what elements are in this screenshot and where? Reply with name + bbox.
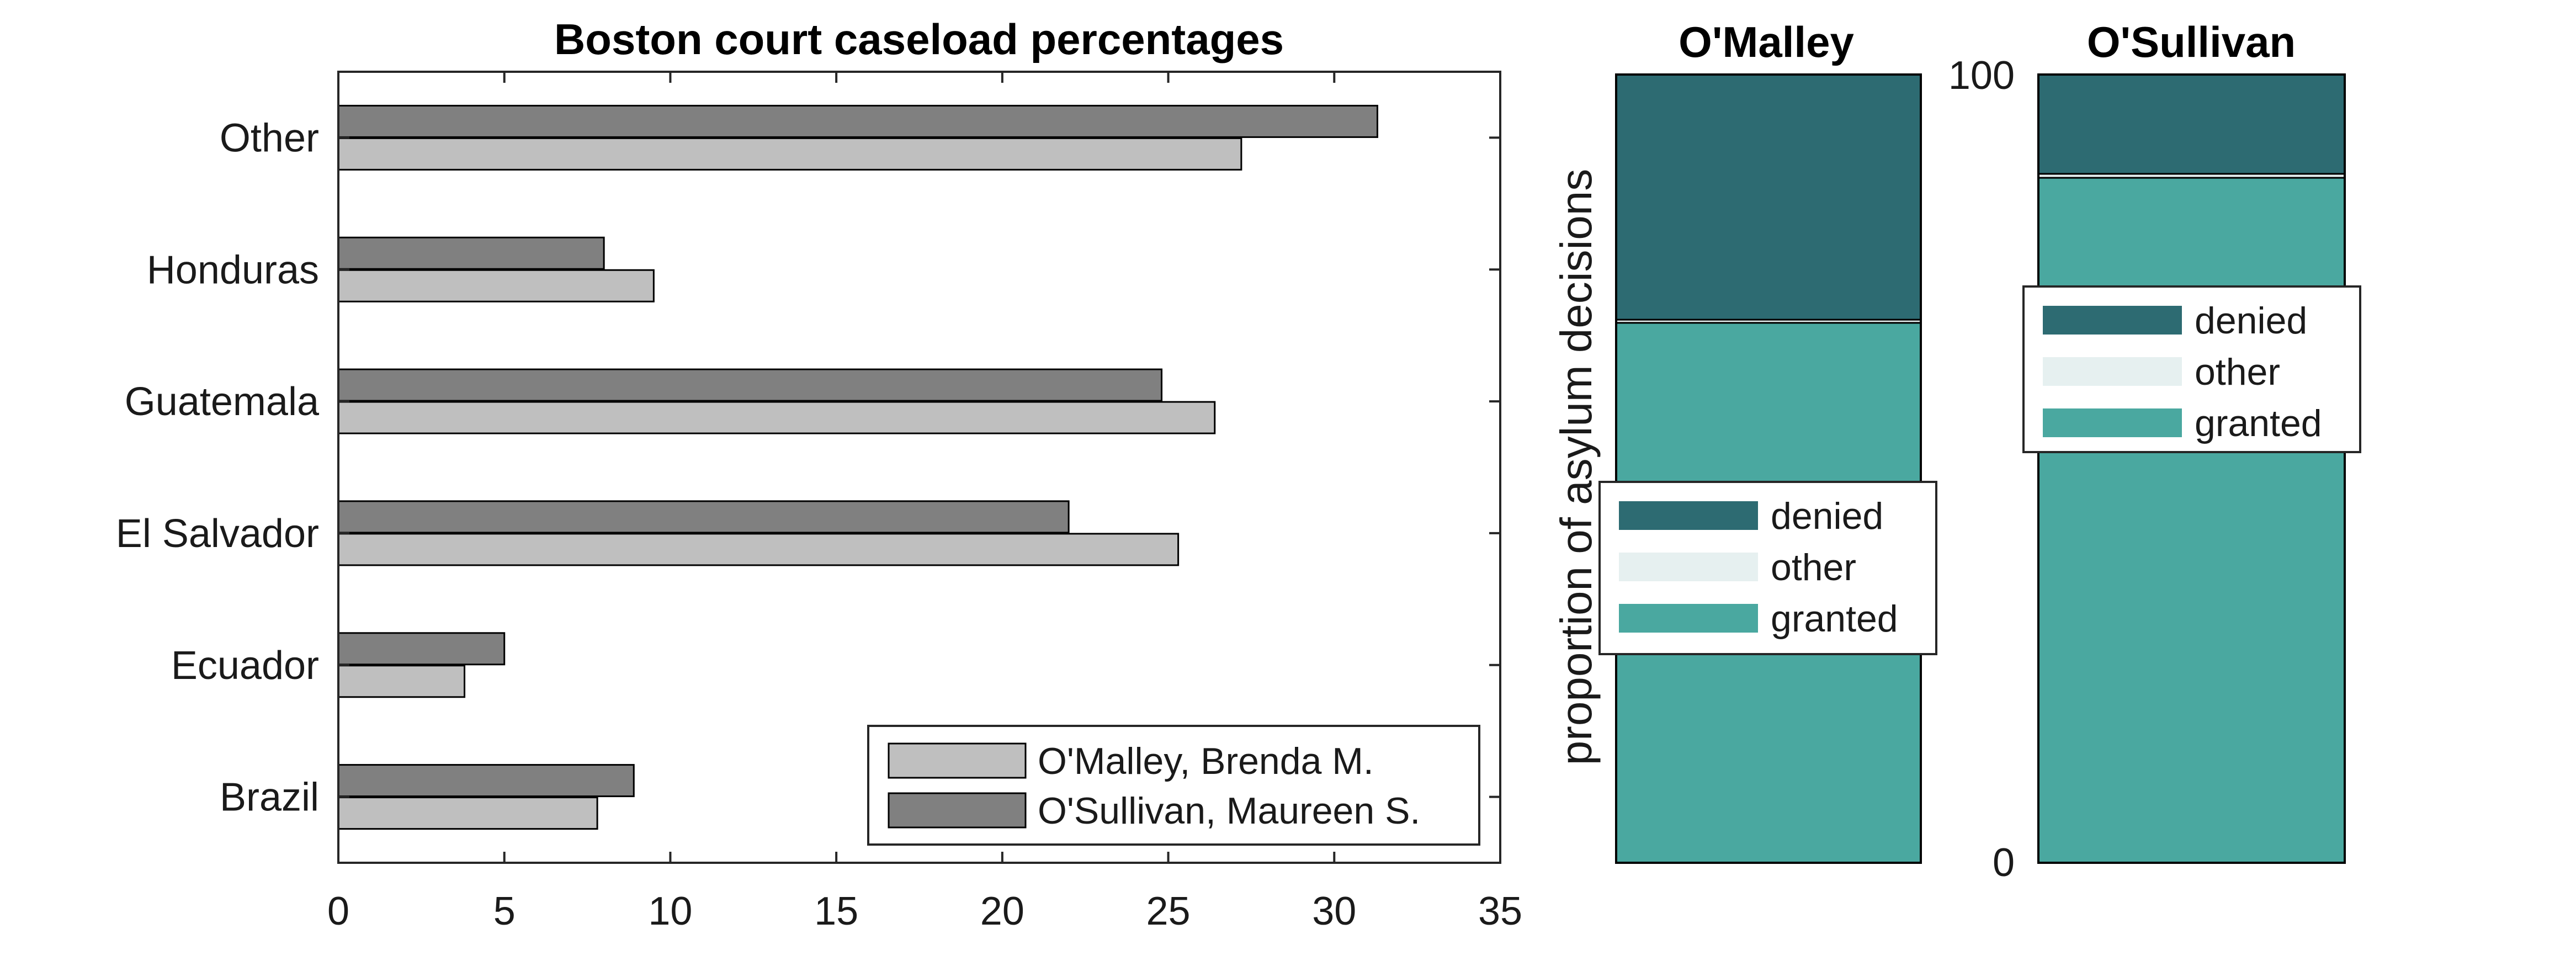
- bar-o-sullivan-maureen-s-honduras: [337, 236, 605, 270]
- omalley-y-axis-label: proportion of asylum decisions: [1552, 169, 1601, 766]
- bar-o-malley-brenda-m-honduras: [337, 269, 655, 302]
- xtick-label-10: 10: [648, 889, 692, 933]
- bar-o-sullivan-maureen-s-other: [337, 104, 1378, 138]
- omalley-legend: denied other granted: [1598, 481, 1937, 655]
- bar-o-malley-brenda-m-el-salvador: [337, 533, 1180, 566]
- osullivan-ytick-0: 0: [1993, 841, 2015, 885]
- bar-o-sullivan-maureen-s-brazil: [337, 764, 635, 798]
- osullivan-ytick-100: 100: [1948, 54, 2015, 98]
- bar-marks: [337, 104, 1378, 830]
- omalley-title: O'Malley: [1679, 18, 1854, 66]
- omalley-segment-denied: [1615, 73, 1922, 321]
- bar-ticks: Brazil Ecuador El Salvador Guatemala Hondura…: [116, 72, 1522, 933]
- xtick-label-0: 0: [327, 889, 349, 933]
- legend-label-osullivan: O'Sullivan, Maureen S.: [1038, 790, 1420, 832]
- osullivan-decisions-chart: O'Sullivan 100 0 denied other granted: [1948, 18, 2361, 885]
- bar-chart-title: Boston court caseload percentages: [554, 15, 1284, 63]
- legend-swatch-omalley: [888, 742, 1027, 779]
- caseload-bar-chart: Boston court caseload percentages Brazil…: [116, 15, 1522, 933]
- osullivan-column-outline: [2037, 73, 2346, 864]
- xtick-label-20: 20: [980, 889, 1024, 933]
- osullivan-legend-swatch-granted: [2043, 408, 2182, 437]
- xtick-label-5: 5: [493, 889, 516, 933]
- xtick-label-25: 25: [1146, 889, 1191, 933]
- osullivan-legend-swatch-other: [2043, 357, 2182, 386]
- osullivan-legend: denied other granted: [2022, 285, 2361, 453]
- xtick-label-30: 30: [1312, 889, 1356, 933]
- xtick-label-35: 35: [1478, 889, 1522, 933]
- omalley-legend-swatch-denied: [1619, 501, 1758, 530]
- omalley-legend-label-granted: granted: [1771, 598, 1898, 640]
- legend-label-omalley: O'Malley, Brenda M.: [1038, 740, 1374, 782]
- omalley-legend-label-denied: denied: [1771, 495, 1883, 537]
- omalley-column-outline: [1615, 73, 1922, 864]
- omalley-legend-swatch-granted: [1619, 604, 1758, 633]
- omalley-legend-label-other: other: [1771, 546, 1856, 588]
- osullivan-segment-granted: [2037, 177, 2346, 864]
- omalley-decisions-chart: O'Malley proportion of asylum decisions …: [1552, 18, 1937, 864]
- category-label-other: Other: [220, 116, 319, 160]
- omalley-legend-swatch-other: [1619, 553, 1758, 581]
- category-label-guatemala: Guatemala: [125, 380, 320, 424]
- osullivan-segment-denied: [2037, 73, 2346, 175]
- osullivan-legend-swatch-denied: [2043, 306, 2182, 335]
- bar-o-malley-brenda-m-ecuador: [337, 665, 466, 698]
- legend-swatch-osullivan: [888, 792, 1027, 829]
- bar-o-malley-brenda-m-guatemala: [337, 401, 1216, 434]
- bar-o-malley-brenda-m-other: [337, 137, 1242, 171]
- bar-o-malley-brenda-m-brazil: [337, 797, 598, 830]
- bar-o-sullivan-maureen-s-ecuador: [337, 632, 506, 666]
- category-label-ecuador: Ecuador: [171, 644, 319, 688]
- category-label-honduras: Honduras: [147, 248, 319, 292]
- osullivan-legend-label-denied: denied: [2195, 300, 2307, 342]
- osullivan-stack-segments: [2037, 73, 2346, 864]
- category-label-el-salvador: El Salvador: [116, 512, 319, 556]
- category-label-brazil: Brazil: [220, 776, 319, 820]
- bar-o-sullivan-maureen-s-guatemala: [337, 368, 1163, 402]
- bar-chart-axes-box: [337, 71, 1501, 864]
- osullivan-legend-label-other: other: [2195, 351, 2280, 393]
- bar-o-sullivan-maureen-s-el-salvador: [337, 500, 1070, 534]
- osullivan-title: O'Sullivan: [2087, 18, 2296, 66]
- bar-chart-legend: O'Malley, Brenda M. O'Sullivan, Maureen …: [867, 725, 1480, 846]
- xtick-label-15: 15: [814, 889, 858, 933]
- omalley-stack-segments: [1615, 73, 1922, 864]
- osullivan-legend-label-granted: granted: [2195, 402, 2322, 444]
